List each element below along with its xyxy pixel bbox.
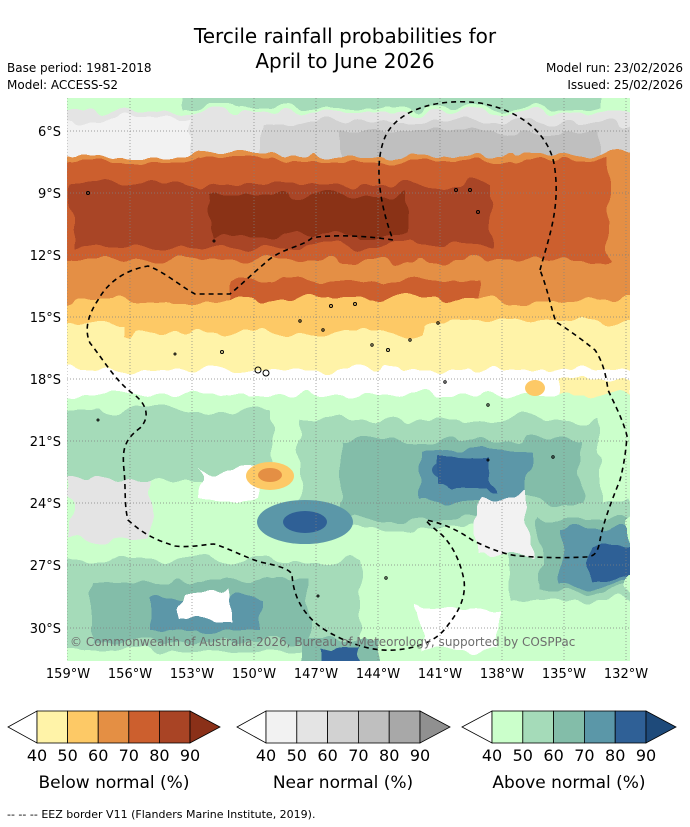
colorbar-below-bin [158,710,191,744]
colorbar-above [461,710,677,744]
title-line-2: April to June 2026 [255,49,435,73]
colorbar-near-max-arrow [419,710,451,744]
colorbar-above-bin [614,710,647,744]
base-period: Base period: 1981-2018 [7,61,152,75]
cb-tick: 60 [317,746,337,765]
colorbar-above-title: Above normal (%) [492,773,645,793]
lon-tick: 132°W [604,667,648,682]
lat-tick: 9°S [38,187,61,202]
lon-tick: 153°W [170,667,214,682]
cb-tick: 50 [513,746,533,765]
probability-field [67,98,630,661]
colorbar-near-bin [265,710,298,744]
copyright-text: © Commonwealth of Australia 2026, Bureau… [70,635,575,649]
cb-tick: 80 [605,746,625,765]
lat-tick: 12°S [30,249,61,264]
colorbar-below-ticks: 40 50 60 70 80 90 [27,746,200,765]
colorbar-near-bin [388,710,421,744]
lon-tick: 144°W [356,667,400,682]
cb-tick: 40 [482,746,502,765]
lon-tick: 150°W [232,667,276,682]
lat-axis: 6°S 9°S 12°S 15°S 18°S 21°S 24°S 27°S 30… [30,125,61,637]
lat-tick: 18°S [30,373,61,388]
colorbar-below-max-arrow [189,710,221,744]
grid-lines [67,98,630,661]
colorbar-above-max-arrow [645,710,677,744]
colorbar-below-min-arrow [7,710,38,744]
colorbar-near [236,710,451,744]
issued-date: Issued: 25/02/2026 [567,78,683,92]
cb-tick: 80 [379,746,399,765]
lon-axis: 159°W 156°W 153°W 150°W 147°W 144°W 141°… [46,667,648,682]
colorbar-below-bin [67,710,99,744]
colorbar-titles: Below normal (%) Near normal (%) Above n… [39,773,646,793]
cb-tick: 70 [119,746,139,765]
colorbar-above-min-arrow [461,710,493,744]
colorbar-below-bin [97,710,130,744]
colorbar-near-bin [357,710,390,744]
cb-tick: 40 [27,746,47,765]
eez-legend-dashes: -- -- -- [7,808,38,821]
colorbar-below [7,710,221,744]
cb-tick: 70 [348,746,368,765]
colorbar-below-bin [128,710,160,744]
lat-tick: 21°S [30,435,61,450]
lon-tick: 138°W [480,667,524,682]
lat-tick: 6°S [38,125,61,140]
cb-tick: 80 [149,746,169,765]
islands [86,188,555,598]
model-name: Model: ACCESS-S2 [7,78,119,92]
cb-tick: 40 [256,746,276,765]
colorbar-above-bin [553,710,585,744]
cb-tick: 90 [180,746,200,765]
meta-left: Base period: 1981-2018 Model: ACCESS-S2 [7,60,152,94]
map-title: Tercile rainfall probabilities for April… [0,24,690,74]
footer-legend: -- -- -- EEZ border V11 (Flanders Marine… [7,808,315,821]
lat-tick: 24°S [30,497,61,512]
lat-tick: 30°S [30,622,61,637]
colorbar-near-title: Near normal (%) [273,773,413,793]
lon-tick: 135°W [542,667,586,682]
colorbar-near-min-arrow [236,710,267,744]
model-run: Model run: 23/02/2026 [545,61,683,75]
meta-right: Model run: 23/02/2026 Issued: 25/02/2026 [546,60,683,94]
cb-tick: 50 [287,746,307,765]
lon-tick: 159°W [46,667,90,682]
colorbar-near-bin [296,710,328,744]
title-line-1: Tercile rainfall probabilities for [193,24,497,48]
colorbar-below-title: Below normal (%) [39,773,190,793]
lat-tick: 27°S [30,559,61,574]
cb-tick: 90 [636,746,656,765]
cb-tick: 90 [410,746,430,765]
lon-tick: 147°W [294,667,338,682]
cb-tick: 60 [88,746,108,765]
colorbar-below-bin [36,710,69,744]
eez-legend-text: EEZ border V11 (Flanders Marine Institut… [41,808,316,821]
lon-tick: 156°W [108,667,152,682]
colorbar-above-bin [584,710,616,744]
colorbar-above-bin [491,710,524,744]
lat-tick: 15°S [30,311,61,326]
cb-tick: 70 [574,746,594,765]
colorbar-near-ticks: 40 50 60 70 80 90 [256,746,430,765]
lon-tick: 141°W [418,667,462,682]
cb-tick: 60 [543,746,563,765]
cb-tick: 50 [57,746,77,765]
colorbar-near-bin [327,710,359,744]
colorbar-above-bin [522,710,554,744]
eez-border [86,100,628,652]
colorbar-above-ticks: 40 50 60 70 80 90 [482,746,656,765]
